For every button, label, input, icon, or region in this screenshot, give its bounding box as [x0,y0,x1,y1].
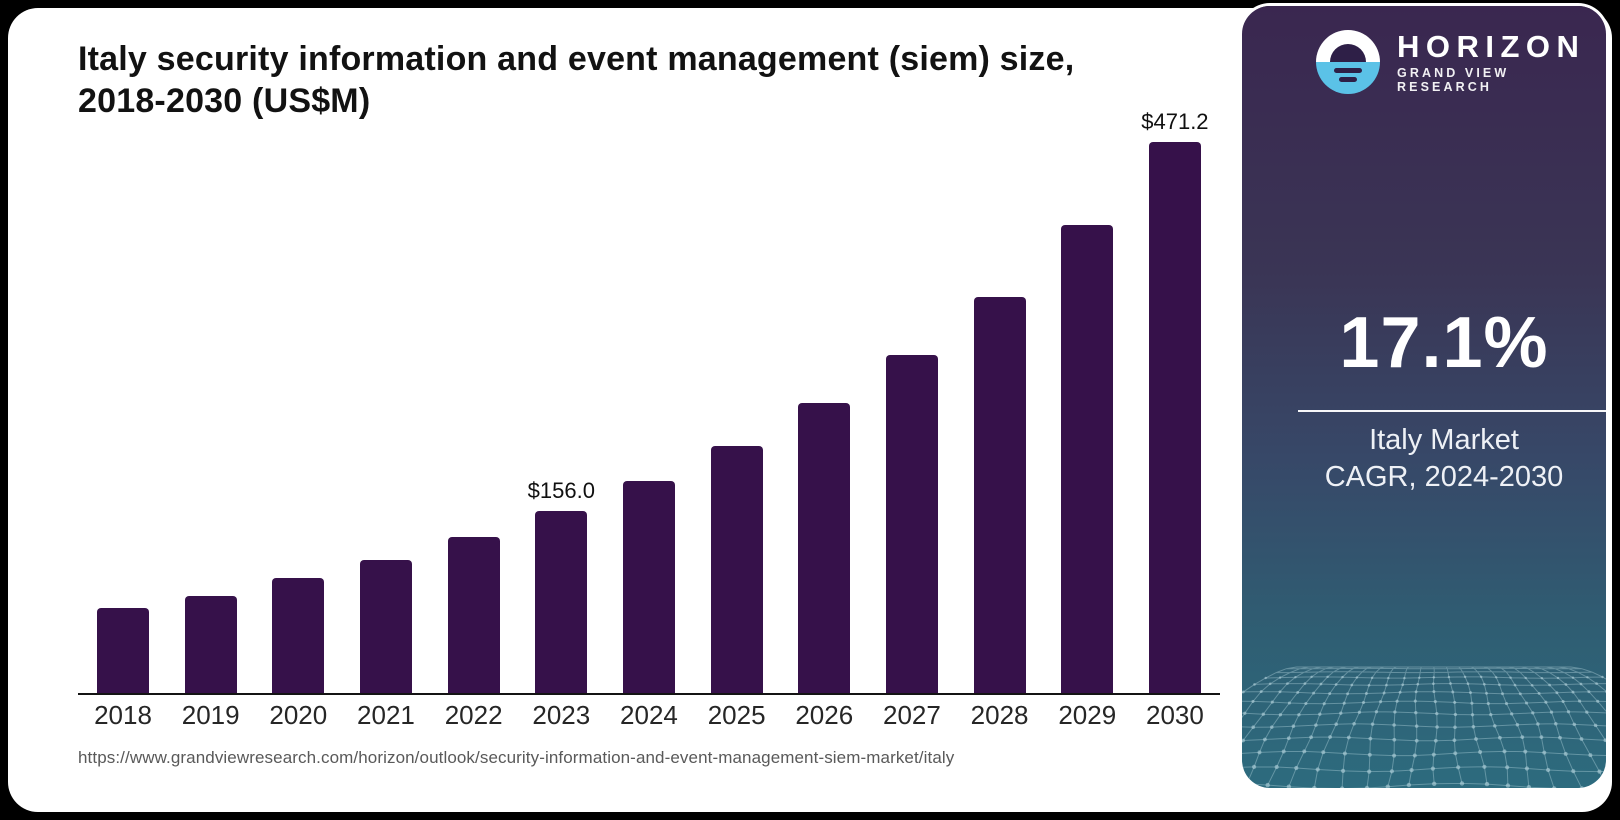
x-tick-2022: 2022 [444,700,503,730]
x-tick-2025: 2025 [707,700,766,730]
horizon-logo-icon [1316,30,1380,94]
bar-2018 [97,607,149,693]
brand-logo: HORIZON GRAND VIEW RESEARCH [1316,30,1606,94]
brand-panel: HORIZON GRAND VIEW RESEARCH 17.1% Italy … [1242,6,1606,788]
bar-2019 [184,595,237,693]
bar-2027 [885,355,938,693]
cagr-label-line-1: Italy Market [1369,424,1519,456]
cagr-label: Italy Market CAGR, 2024-2030 [1286,422,1602,496]
bar-2028 [973,297,1026,693]
source-url: https://www.grandviewresearch.com/horizo… [78,748,955,767]
x-tick-2024: 2024 [620,700,678,730]
horizon-reflection-line [1339,77,1357,82]
title-line-2: 2018-2030 (US$M) [78,82,371,120]
bar-2022 [447,536,500,693]
brand-subtitle: GRAND VIEW RESEARCH [1397,66,1510,94]
brand-name: HORIZON [1397,29,1586,64]
bar-chart: 2018 2019 2020 2021 2022 $156.0 2023 2024 2025 20… [8,8,1248,812]
x-tick-2029: 2029 [1058,700,1117,730]
bar-2020 [272,577,325,693]
x-tick-2027: 2027 [883,700,941,730]
horizon-reflection-line [1334,68,1362,73]
bar-2026 [798,403,851,693]
bar-2021 [359,559,412,693]
bar-value-label-2030: $471.2 [1141,109,1209,134]
title-line-1: Italy security information and event man… [78,40,1075,78]
bar-2023 [535,510,588,693]
cagr-label-line-2: CAGR, 2024-2030 [1324,461,1564,493]
x-tick-2030: 2030 [1145,700,1204,730]
cagr-value: 17.1% [1339,303,1549,383]
wireframe-mesh-graphic [1242,666,1606,788]
x-tick-2020: 2020 [269,700,328,730]
sun-dome-icon [1330,44,1366,62]
bar-2029 [1061,225,1114,693]
x-tick-2018: 2018 [94,700,152,730]
x-tick-2023: 2023 [532,700,591,730]
page-title: Italy security information and event man… [78,38,1178,122]
x-axis-line [78,693,1220,695]
divider-line [1298,410,1606,412]
bar-2025 [710,446,763,693]
x-tick-2019: 2019 [181,700,240,730]
x-tick-2026: 2026 [795,700,854,730]
bar-value-label-2023: $156.0 [527,477,595,503]
bar-2030 [1148,142,1201,693]
x-tick-2021: 2021 [357,700,415,730]
cagr-block: 17.1% Italy Market CAGR, 2024-2030 [1286,6,1606,788]
brand-text: HORIZON GRAND VIEW RESEARCH [1397,30,1606,94]
x-tick-2028: 2028 [970,700,1029,730]
bar-2024 [622,480,675,693]
